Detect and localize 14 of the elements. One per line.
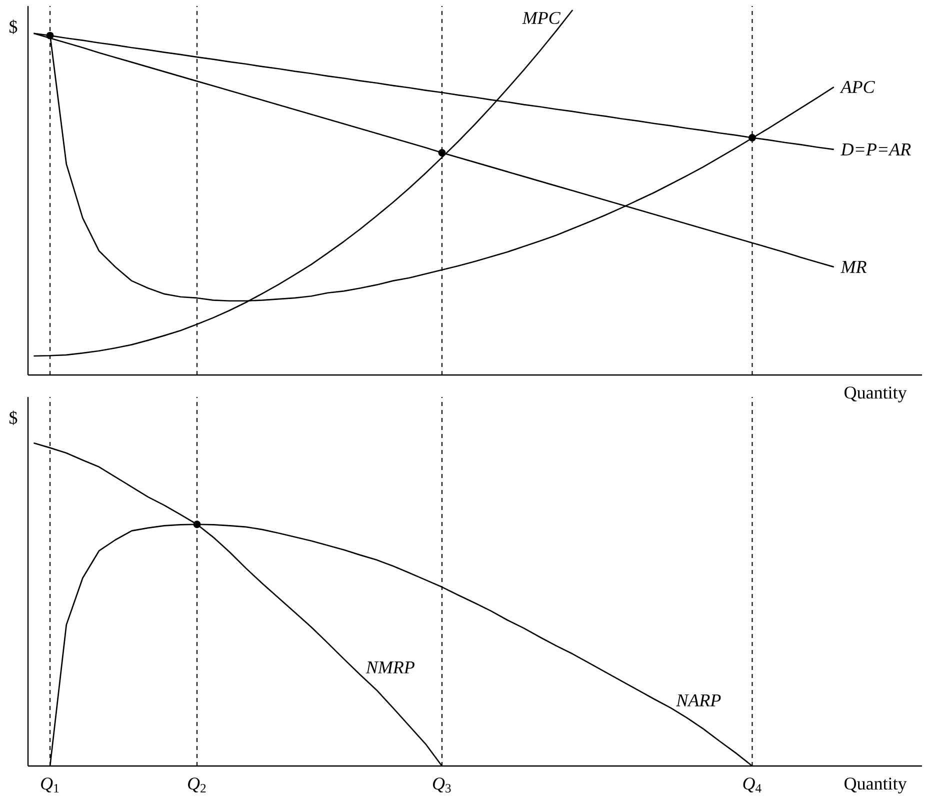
x-tick-label: Q$_{3}$ [432,778,451,793]
y-axis-title: $ [10,20,18,34]
series-label: MPC [522,12,560,24]
x-axis-title: Quantity [844,386,907,402]
y-axis-title: $ [10,410,18,426]
x-tick-label: Q$_{2}$ [188,778,206,792]
series-label: NARP [676,694,721,706]
series-label: APC [840,80,875,94]
x-tick-label: Q$_{4}$ [743,778,762,792]
x-tick-label: Q$_{1}$ [41,778,59,792]
series-label: MR [840,261,867,273]
series-label: NMRP [366,662,414,674]
series-label: D=P=AR [840,143,911,156]
x-axis-title: Quantity [844,778,907,794]
